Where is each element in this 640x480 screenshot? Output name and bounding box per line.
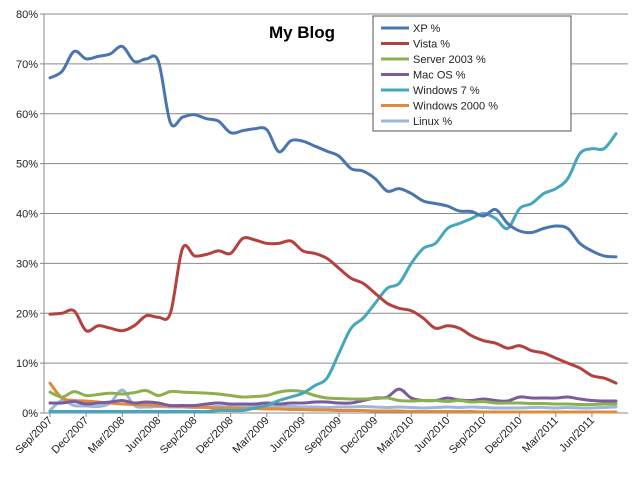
x-tick-label: Mar/2010: [375, 415, 416, 456]
x-tick-label: Mar/2009: [231, 415, 272, 456]
x-tick-label: Jun/2011: [557, 415, 597, 455]
legend-entry: XP %: [413, 23, 441, 35]
grid-layer: [44, 13, 628, 414]
x-tick-label: Jun/2009: [268, 415, 308, 455]
y-tick-label: 80%: [16, 9, 38, 21]
x-tick-label: Jun/2008: [123, 415, 163, 455]
series-line-windows-7: [48, 132, 618, 414]
legend-entry: Vista %: [413, 39, 450, 51]
x-tick-label: Dec/2010: [483, 415, 525, 457]
x-tick-label: Mar/2011: [520, 415, 561, 456]
y-tick-label: 70%: [16, 59, 38, 71]
legend-entry: Server 2003 %: [413, 54, 486, 66]
chart-title: My Blog: [269, 23, 335, 42]
y-tick-label: 60%: [16, 109, 38, 121]
x-tick-label: Sep/2007: [13, 415, 55, 457]
x-tick-label: Sep/2008: [158, 415, 200, 457]
x-tick-label: Sep/2009: [302, 415, 344, 457]
series-line-xp: [48, 44, 618, 259]
y-tick-label: 10%: [16, 358, 38, 370]
y-tick-label: 30%: [16, 258, 38, 270]
x-tick-label: Dec/2009: [338, 415, 380, 457]
x-tick-label: Jun/2010: [412, 415, 452, 455]
y-tick-label: 50%: [16, 159, 38, 171]
series-line-vista: [48, 236, 618, 385]
y-tick-label: 0%: [22, 408, 38, 420]
y-tick-label: 40%: [16, 209, 38, 221]
legend-entry: Windows 7 %: [413, 85, 480, 97]
y-tick-label: 20%: [16, 308, 38, 320]
legend-entry: Linux %: [413, 116, 452, 128]
x-tick-label: Sep/2010: [447, 415, 489, 457]
series-line-mac-os: [48, 387, 618, 408]
x-tick-label: Mar/2008: [86, 415, 127, 456]
series-line-linux: [48, 388, 618, 412]
legend-entry: Mac OS %: [413, 70, 466, 82]
series-line-server-2003: [48, 389, 618, 407]
legend-entry: Windows 2000 %: [413, 101, 498, 113]
x-tick-label: Dec/2007: [49, 415, 91, 457]
series-layer: [48, 44, 618, 414]
series-line-windows-2000: [48, 381, 618, 414]
legend: XP % Vista % Server 2003 % Mac OS % Windows …: [372, 15, 572, 132]
x-tick-label: Dec/2008: [194, 415, 236, 457]
